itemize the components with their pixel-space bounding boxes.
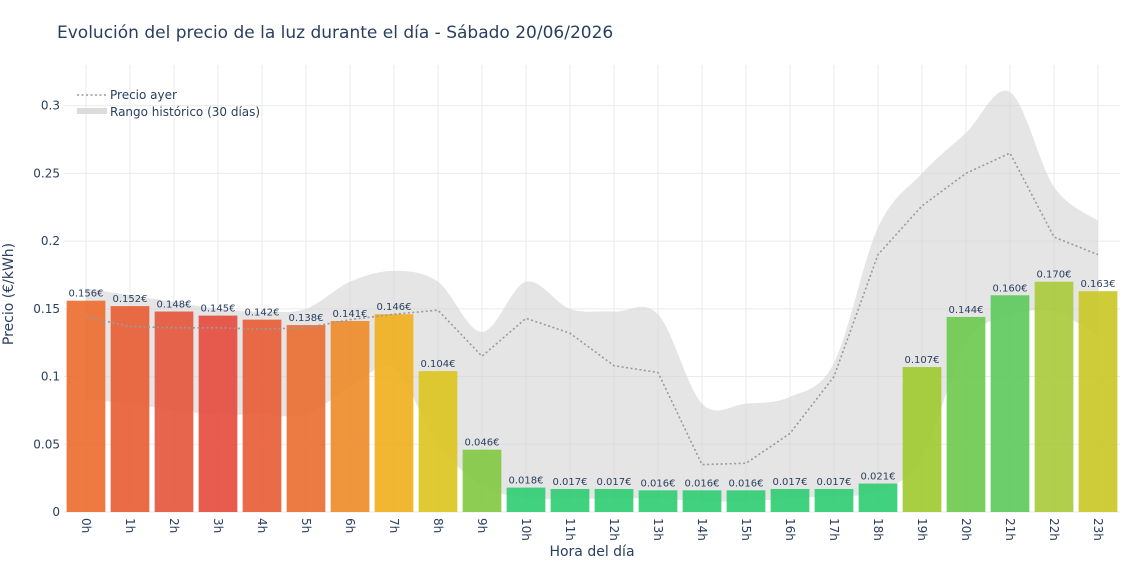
x-tick-label: 8h [431,518,445,533]
price-bar [770,488,810,512]
bar-value-label: 0.017€ [817,477,852,488]
y-tick-label: 0.25 [33,166,60,180]
price-bar [374,314,414,512]
x-tick-label: 23h [1091,518,1105,541]
x-tick-label: 5h [299,518,313,533]
x-tick-label: 13h [651,518,665,541]
y-axis-ticks: 0 0.05 0.1 0.15 0.2 0.25 0.3 [33,99,60,519]
price-bar [506,487,546,512]
x-tick-label: 22h [1047,518,1061,541]
bar-value-label: 0.146€ [377,302,412,313]
x-tick-label: 18h [871,518,885,541]
price-bar [110,306,150,512]
price-bar [66,300,106,512]
price-bar [858,483,898,512]
price-bar [682,490,722,512]
price-bar [550,488,590,512]
bar-value-label: 0.016€ [685,478,720,489]
bar-value-label: 0.107€ [905,355,940,366]
x-tick-label: 2h [167,518,181,533]
x-tick-label: 16h [783,518,797,541]
x-tick-label: 17h [827,518,841,541]
x-tick-label: 12h [607,518,621,541]
y-tick-label: 0.1 [41,370,60,384]
x-tick-label: 4h [255,518,269,533]
bar-value-label: 0.017€ [597,477,632,488]
price-bar [726,490,766,512]
bar-value-label: 0.148€ [157,300,192,311]
x-tick-label: 0h [79,518,93,533]
price-bar [902,367,942,512]
price-bar [638,490,678,512]
bar-value-label: 0.170€ [1037,270,1072,281]
x-tick-label: 11h [563,518,577,541]
bar-value-label: 0.142€ [245,308,280,319]
price-bar [1034,281,1074,512]
price-bar [242,319,282,512]
x-tick-label: 20h [959,518,973,541]
price-bars [66,281,1118,512]
price-bar [198,315,238,512]
x-axis-ticks: 0h 1h 2h 3h 4h 5h 6h 7h 8h 9h 10h 11h 12h 13h 14h 15h 16… [79,518,1105,541]
x-tick-label: 21h [1003,518,1017,541]
legend-label-yesterday: Precio ayer [110,88,177,102]
bar-value-label: 0.141€ [333,309,368,320]
bar-value-label: 0.152€ [113,294,148,305]
price-bar [814,488,854,512]
x-axis-title: Hora del día [549,544,634,560]
bar-value-label: 0.016€ [729,478,764,489]
bar-value-label: 0.138€ [289,313,324,324]
y-tick-label: 0 [52,505,60,519]
price-bar [1078,291,1118,512]
price-bar [946,316,986,512]
y-axis-title: Precio (€/kWh) [1,243,17,345]
x-tick-label: 15h [739,518,753,541]
bar-value-label: 0.160€ [993,283,1028,294]
x-tick-label: 9h [475,518,489,533]
price-bar [990,295,1030,512]
x-tick-label: 19h [915,518,929,541]
bar-value-label: 0.156€ [69,289,104,300]
bar-value-label: 0.017€ [553,477,588,488]
price-bar [594,488,634,512]
bar-value-label: 0.144€ [949,305,984,316]
x-tick-label: 10h [519,518,533,541]
bar-value-label: 0.018€ [509,476,544,487]
bar-value-label: 0.145€ [201,304,236,315]
x-tick-label: 6h [343,518,357,533]
legend-band-swatch [77,108,107,114]
y-tick-label: 0.2 [41,234,60,248]
x-tick-label: 1h [123,518,137,533]
y-tick-label: 0.15 [33,302,60,316]
price-bar [286,325,326,512]
x-tick-label: 7h [387,518,401,533]
historic-range-area [86,90,1098,502]
legend-label-range: Rango histórico (30 días) [110,105,260,119]
bar-value-label: 0.016€ [641,478,676,489]
legend: Precio ayer Rango histórico (30 días) [77,88,260,119]
bar-value-label: 0.104€ [421,359,456,370]
bar-value-label: 0.046€ [465,438,500,449]
bar-value-label: 0.163€ [1081,279,1116,290]
yesterday-price-line [85,152,1099,466]
y-tick-label: 0.3 [41,99,60,113]
price-bar [330,321,370,512]
price-bar [154,311,194,512]
bar-value-label: 0.017€ [773,477,808,488]
price-bar [462,449,502,512]
x-tick-label: 3h [211,518,225,533]
bar-value-label: 0.021€ [861,472,896,483]
chart-title: Evolución del precio de la luz durante e… [57,23,613,43]
historic-range-band [86,90,1098,502]
yesterday-price-series [85,152,1099,466]
bar-value-labels: 0.156€ 0.152€ 0.148€ 0.145€ 0.142€ 0.138€ 0.14… [69,270,1116,490]
price-bar [418,371,458,512]
y-tick-label: 0.05 [33,437,60,451]
x-tick-label: 14h [695,518,709,541]
